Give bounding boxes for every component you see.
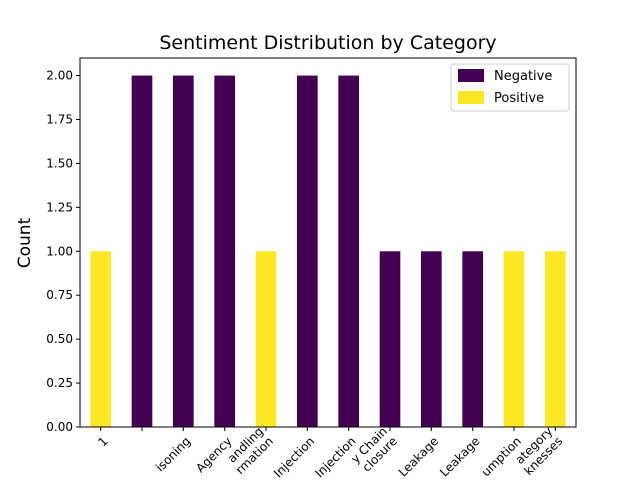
bar-positive-0 [90,251,111,427]
x-tick-label-line: 1 [95,434,110,449]
x-tick-label-0: 1 [95,434,110,449]
legend: Negative Positive [450,63,570,112]
bar-negative-3 [214,75,235,428]
bar-negative-6 [338,75,359,428]
y-axis: 0.00 0.25 0.50 0.75 1.00 1.25 1.50 1.75 2.00 [46,69,80,434]
plot-frame [79,57,577,428]
x-tick-label-line: Injection [271,434,317,480]
y-tick-label: 0.75 [46,288,73,302]
y-tick-label: 0.25 [46,376,73,390]
bars-group [90,75,566,428]
y-tick-label: 0.50 [46,332,73,346]
bar-positive-11 [545,251,566,427]
x-tick-label-7: y Chainclosure [348,424,400,476]
y-tick-label: 2.00 [46,69,73,83]
bar-negative-7 [379,251,401,427]
x-tick-label-11: ategoryknesses [511,424,565,478]
y-tick-label: 0.00 [46,420,73,434]
x-tick-label-line: Leakage [396,434,441,479]
y-tick-label: 1.75 [46,113,73,127]
legend-swatch-negative [458,69,484,82]
x-tick-label-5: Injection [271,434,317,480]
legend-label-negative: Negative [494,69,552,84]
x-tick-label-line: isoning [153,434,193,474]
x-axis: 1 isoning AgencyandlingrmationInjectionInj… [95,424,565,480]
bar-negative-5 [297,75,318,428]
chart-title: Sentiment Distribution by Category [159,32,496,54]
x-tick-label-9: Leakage [437,434,482,479]
bar-negative-2 [173,75,194,428]
y-tick-label: 1.00 [46,244,73,258]
x-tick-label-4: andlingrmation [223,424,276,477]
bar-positive-10 [503,251,525,427]
y-axis-label: Count [15,217,35,268]
x-tick-label-line: Leakage [437,434,482,479]
x-tick-label-8: Leakage [396,434,441,479]
bar-negative-1 [131,75,153,428]
legend-label-positive: Positive [494,91,544,106]
bar-negative-8 [421,251,442,427]
legend-swatch-positive [458,91,484,104]
x-tick-label-2: isoning [153,434,193,474]
bar-positive-4 [255,251,277,427]
y-tick-label: 1.25 [46,200,73,214]
y-tick-label: 1.50 [46,156,73,170]
bar-negative-9 [462,251,483,427]
